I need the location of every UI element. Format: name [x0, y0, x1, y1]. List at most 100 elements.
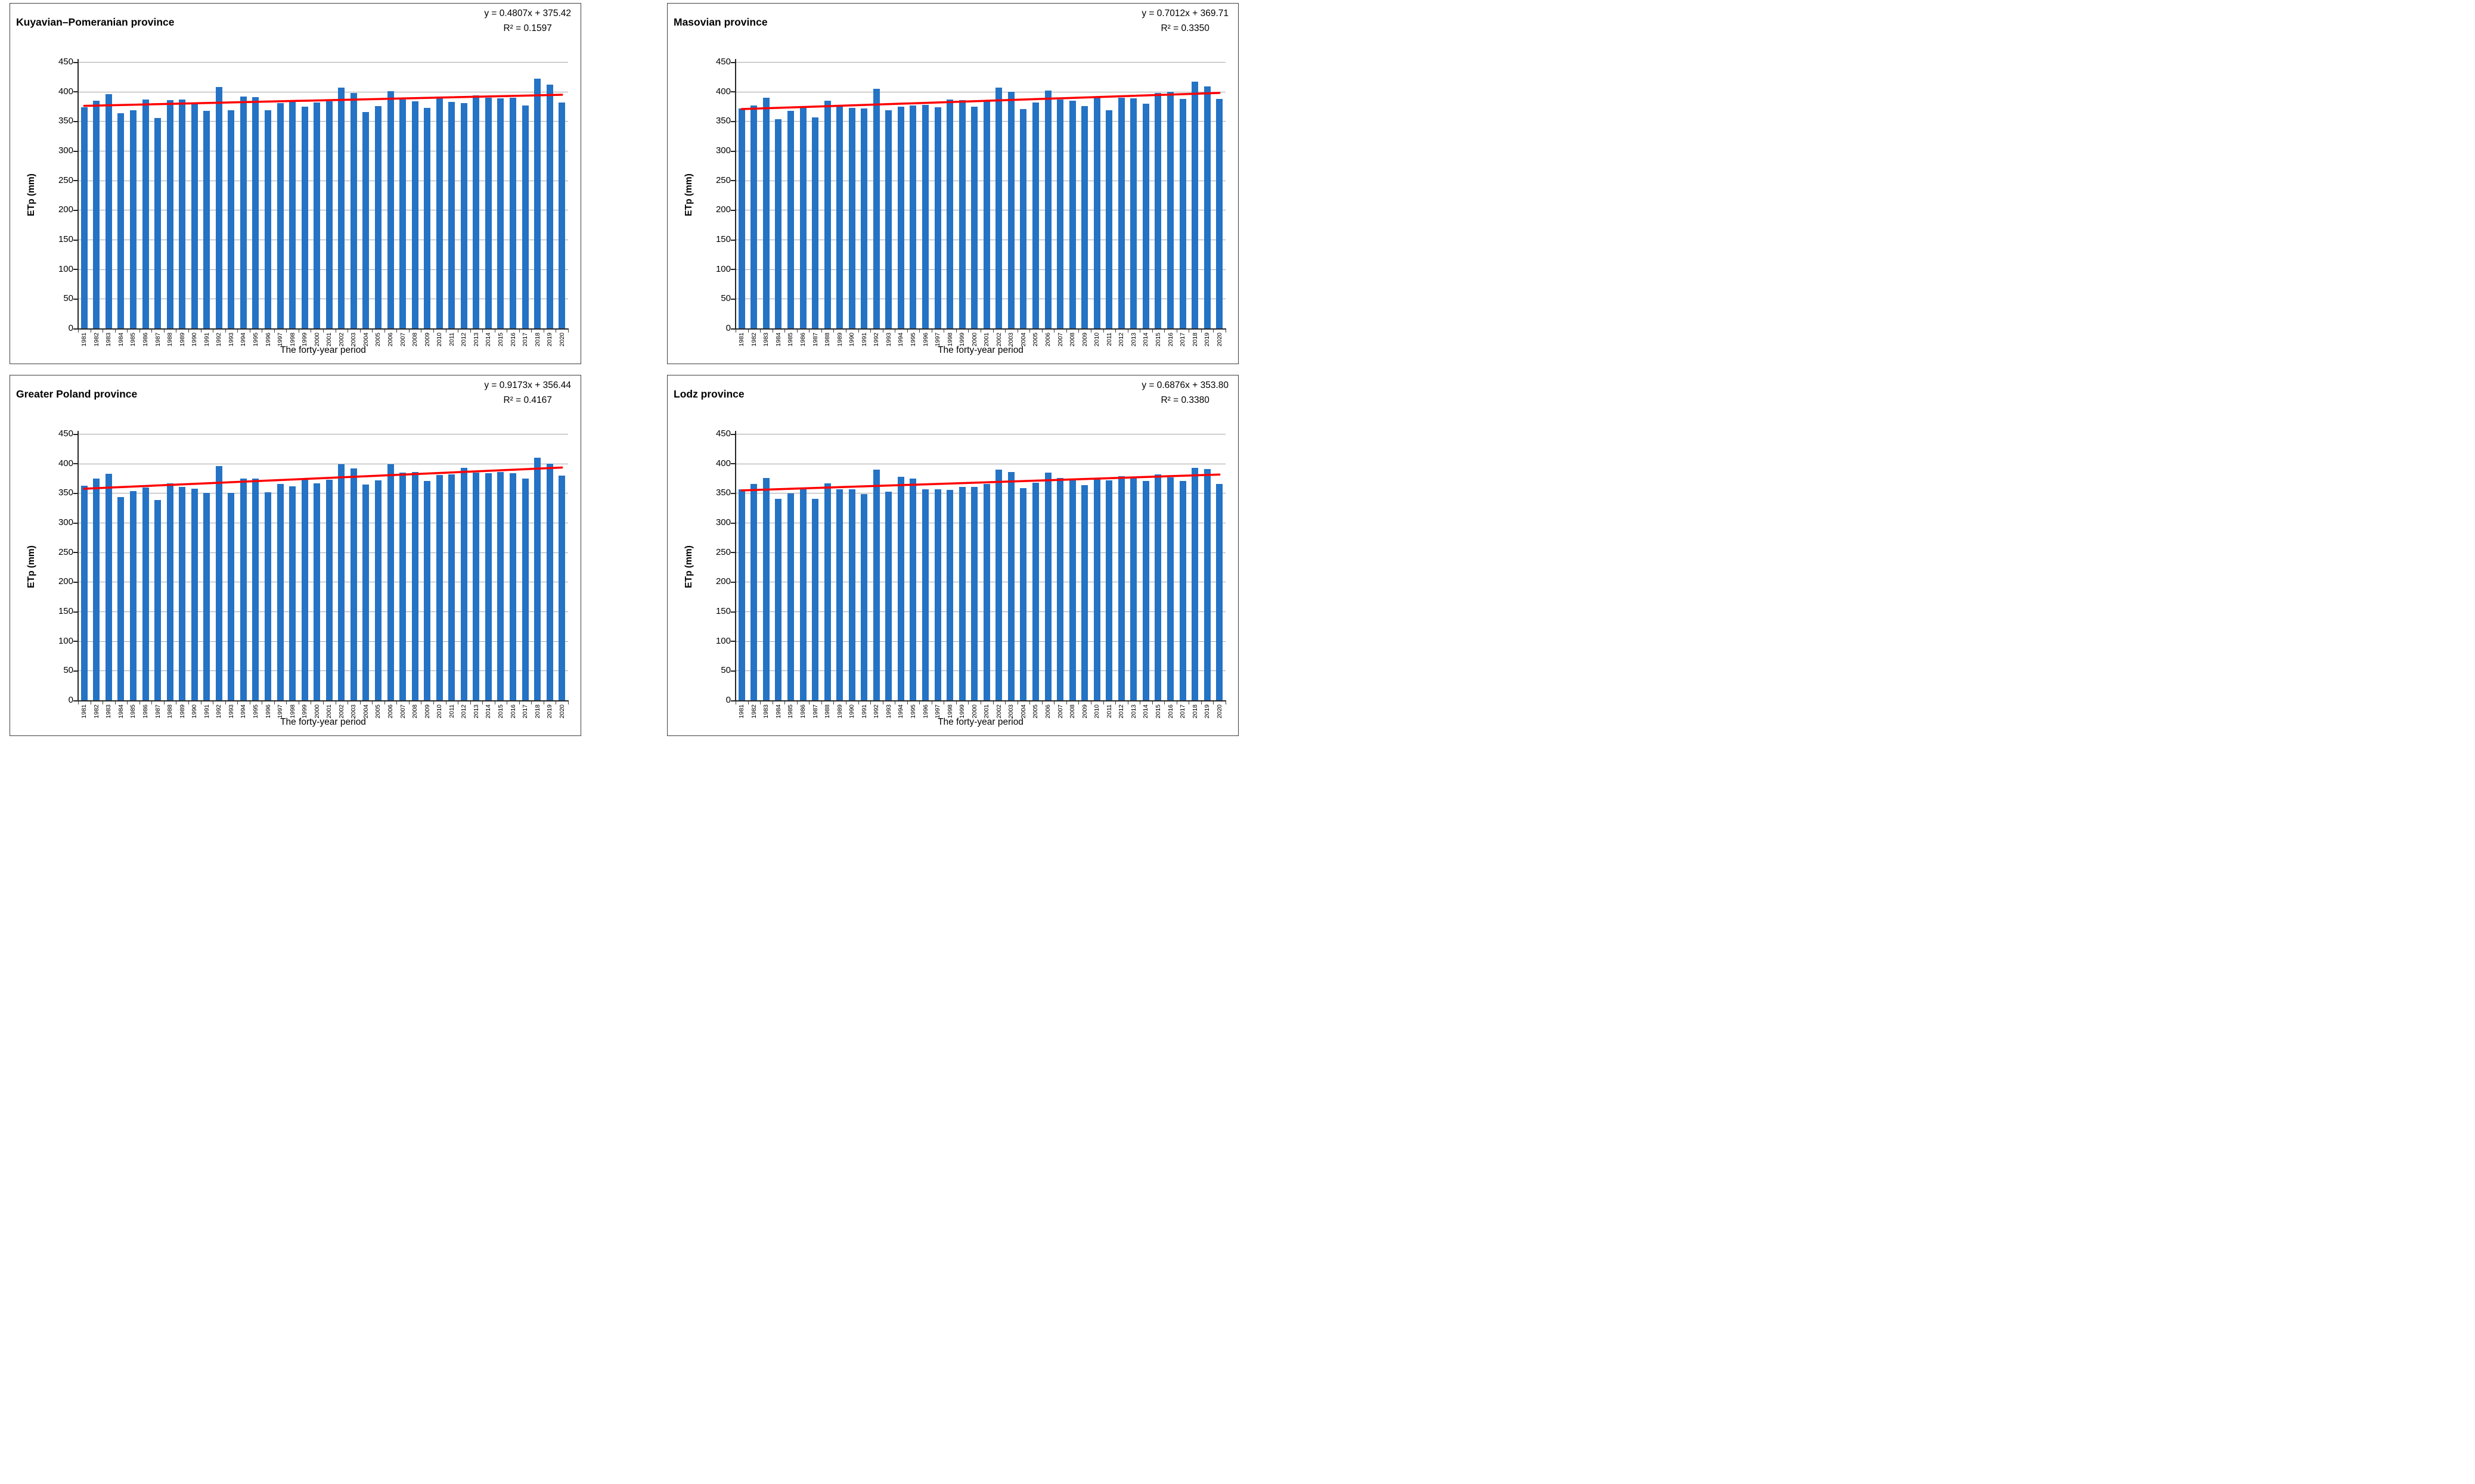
- bar-2010: [436, 474, 443, 700]
- bar-1988: [824, 100, 831, 328]
- bar-2000: [971, 487, 978, 700]
- bar-1998: [947, 490, 954, 700]
- bar-1988: [166, 483, 173, 700]
- gridline: [78, 611, 568, 612]
- bar-2005: [374, 105, 382, 328]
- x-axis-line: [735, 700, 1226, 701]
- x-tick-mark: [359, 330, 361, 333]
- y-tick-label: 50: [63, 293, 73, 304]
- y-tick-label: 0: [68, 323, 73, 333]
- bar-1994: [897, 106, 904, 328]
- bar-2020: [559, 102, 566, 328]
- x-tick-mark: [151, 330, 153, 333]
- x-tick-mark: [833, 701, 835, 704]
- bar-1990: [848, 489, 855, 700]
- bar-2010: [1093, 97, 1100, 328]
- bar-2005: [1032, 102, 1039, 328]
- x-tick-mark: [1152, 330, 1153, 333]
- y-tick-mark: [73, 328, 78, 330]
- bar-1993: [228, 493, 235, 700]
- bar-2013: [1130, 98, 1137, 328]
- x-tick-mark: [286, 701, 287, 704]
- chart-panel: Lodz province y = 0.6876x + 353.80 R² = …: [667, 375, 1239, 736]
- bar-2016: [510, 473, 517, 700]
- bar-1994: [240, 96, 247, 328]
- bar-2011: [1106, 110, 1113, 328]
- y-tick-label: 50: [63, 665, 73, 676]
- x-tick-mark: [907, 701, 908, 704]
- x-tick-mark: [833, 330, 835, 333]
- x-tick-mark: [78, 330, 79, 333]
- x-tick-mark: [127, 330, 128, 333]
- r2-line: R² = 0.3350: [1161, 23, 1209, 33]
- bar-2004: [362, 112, 370, 328]
- bar-2006: [1044, 90, 1052, 328]
- bar-2014: [485, 97, 492, 328]
- bar-2019: [1204, 86, 1211, 328]
- chart-title: Greater Poland province: [16, 387, 138, 400]
- bar-2015: [497, 98, 504, 328]
- x-axis-line: [77, 328, 569, 330]
- bar-2003: [350, 92, 357, 328]
- y-tick-label: 250: [58, 175, 73, 185]
- equation-line: y = 0.6876x + 353.80: [1142, 380, 1229, 390]
- y-axis-line: [735, 59, 736, 329]
- x-tick-mark: [323, 330, 324, 333]
- bar-1999: [959, 487, 966, 700]
- x-axis-line: [77, 700, 569, 701]
- y-tick-mark: [731, 180, 736, 182]
- y-tick-mark: [731, 700, 736, 701]
- chart-title: Kuyavian–Pomeranian province: [16, 15, 175, 28]
- x-tick-mark: [784, 330, 786, 333]
- bar-1992: [215, 465, 222, 700]
- gridline: [78, 269, 568, 270]
- bar-2012: [1118, 97, 1125, 328]
- y-tick-label: 400: [715, 458, 731, 468]
- x-tick-mark: [237, 330, 238, 333]
- bar-2000: [971, 106, 978, 328]
- trend-line: [740, 473, 1221, 492]
- bar-1986: [799, 489, 807, 700]
- bar-1989: [836, 106, 843, 328]
- x-tick-mark: [359, 701, 361, 704]
- bar-2014: [1142, 103, 1149, 328]
- x-tick-mark: [139, 701, 140, 704]
- bar-2012: [460, 467, 467, 700]
- bar-1992: [873, 88, 880, 328]
- chart-title: Lodz province: [674, 387, 745, 400]
- bar-1987: [812, 117, 819, 328]
- bar-2011: [1106, 480, 1113, 700]
- x-tick-mark: [188, 701, 189, 704]
- bar-2016: [510, 97, 517, 328]
- bar-1997: [277, 103, 284, 328]
- x-tick-mark: [286, 330, 287, 333]
- y-tick-label: 350: [715, 116, 731, 126]
- y-tick-label: 250: [58, 547, 73, 557]
- equation-line: y = 0.7012x + 369.71: [1142, 8, 1229, 18]
- x-tick-mark: [1005, 701, 1006, 704]
- x-tick-mark: [796, 701, 798, 704]
- bar-1997: [934, 107, 941, 328]
- y-tick-label: 200: [715, 204, 731, 215]
- x-tick-mark: [821, 701, 822, 704]
- x-tick-mark: [919, 330, 920, 333]
- x-tick-mark: [748, 330, 749, 333]
- x-tick-mark: [531, 701, 532, 704]
- trendline-equation: y = 0.4807x + 375.42 R² = 0.1597: [484, 7, 571, 36]
- bar-2018: [1192, 81, 1199, 328]
- x-tick-mark: [1164, 330, 1165, 333]
- x-tick-mark: [1041, 701, 1043, 704]
- trend-line: [740, 92, 1221, 110]
- bar-2013: [1130, 477, 1137, 700]
- x-tick-mark: [470, 330, 471, 333]
- bar-1999: [301, 480, 308, 700]
- bar-1998: [947, 99, 954, 328]
- trendline-equation: y = 0.9173x + 356.44 R² = 0.4167: [484, 378, 571, 408]
- bar-2001: [983, 100, 990, 328]
- bar-1983: [762, 477, 770, 700]
- equation-line: y = 0.9173x + 356.44: [484, 380, 571, 390]
- y-tick-label: 450: [715, 429, 731, 439]
- bar-1987: [154, 500, 162, 700]
- x-tick-mark: [482, 701, 483, 704]
- x-axis-line: [735, 328, 1226, 330]
